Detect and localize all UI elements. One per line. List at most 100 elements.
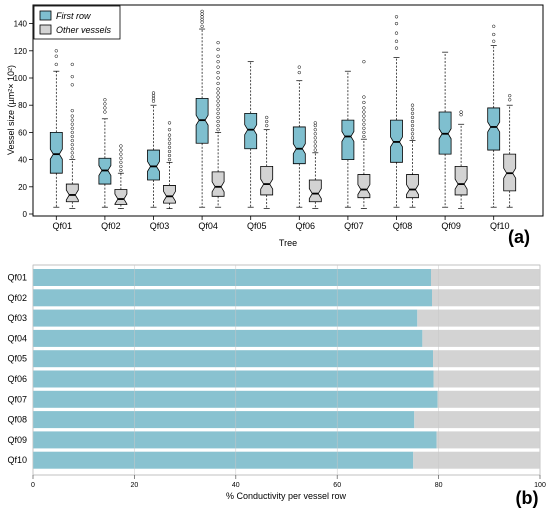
outlier-point bbox=[167, 141, 172, 145]
box-first-row-qf03 bbox=[147, 91, 160, 208]
outlier-point bbox=[70, 142, 74, 147]
panel-a-boxes bbox=[49, 9, 517, 209]
ytick-label-qf04: Qf04 bbox=[7, 333, 27, 343]
outlier-point bbox=[492, 39, 496, 43]
bar-qf01-segment-1 bbox=[430, 269, 540, 286]
outlier-point bbox=[103, 110, 107, 114]
ytick-label-qf06: Qf06 bbox=[7, 374, 27, 384]
box-body bbox=[147, 149, 160, 181]
panel-b-stacked-bar: Qf01 Qf02 Qf03 Qf04 Qf05 Qf06 Qf07 Qf08 Qf09 Qf10… bbox=[7, 264, 546, 508]
outlier-point bbox=[410, 136, 415, 140]
outlier-point bbox=[103, 98, 107, 102]
bar-qf02-segment-0 bbox=[33, 289, 433, 307]
outlier-point bbox=[200, 12, 204, 16]
outlier-point bbox=[70, 155, 74, 159]
outlier-point bbox=[151, 91, 156, 95]
outlier-point bbox=[167, 149, 172, 154]
panel-a-frame bbox=[32, 4, 544, 217]
outlier-point bbox=[167, 145, 172, 150]
box-other-vessels-qf01 bbox=[65, 62, 79, 209]
outlier-point bbox=[394, 31, 399, 35]
ytick-label-140: 140 bbox=[14, 20, 28, 29]
xtick-label-0: 0 bbox=[31, 482, 35, 489]
outlier-point bbox=[508, 94, 512, 98]
outlier-point bbox=[216, 128, 220, 132]
box-other-vessels-qf05 bbox=[260, 115, 274, 209]
outlier-point bbox=[167, 128, 172, 132]
legend-label-first-row: First row bbox=[56, 11, 91, 21]
outlier-point bbox=[362, 122, 366, 126]
outlier-point bbox=[216, 81, 220, 86]
ytick-label-0: 0 bbox=[23, 210, 28, 219]
bar-qf08-segment-1 bbox=[414, 411, 540, 429]
outlier-point bbox=[410, 115, 415, 120]
outlier-point bbox=[216, 65, 220, 69]
bar-qf04-segment-0 bbox=[33, 329, 423, 347]
outlier-point bbox=[459, 110, 463, 114]
ytick-label-20: 20 bbox=[18, 183, 27, 192]
ytick-label-qf08: Qf08 bbox=[7, 415, 27, 425]
outlier-point bbox=[313, 136, 317, 140]
bar-qf10-segment-1 bbox=[413, 451, 540, 469]
outlier-point bbox=[313, 140, 317, 144]
box-body bbox=[454, 166, 468, 196]
box-body bbox=[487, 107, 501, 151]
outlier-point bbox=[119, 156, 123, 160]
outlier-point bbox=[362, 134, 366, 139]
outlier-point bbox=[200, 24, 204, 28]
outlier-point bbox=[167, 157, 172, 162]
box-first-row-qf09 bbox=[438, 51, 452, 208]
outlier-point bbox=[119, 164, 123, 169]
panel-a-xlabel: Tree bbox=[279, 238, 297, 248]
outlier-point bbox=[297, 65, 301, 69]
outlier-point bbox=[70, 147, 74, 151]
box-other-vessels-qf06 bbox=[308, 121, 322, 209]
xtick-label-qf04: Qf04 bbox=[198, 221, 218, 231]
outlier-point bbox=[216, 87, 220, 91]
bar-qf08-segment-0 bbox=[33, 411, 415, 429]
xtick-label-qf10: Qf10 bbox=[490, 221, 510, 231]
outlier-point bbox=[119, 144, 123, 148]
outlier-point bbox=[70, 134, 74, 139]
outlier-point bbox=[362, 130, 366, 135]
outlier-point bbox=[70, 126, 74, 130]
outlier-point bbox=[119, 168, 123, 173]
outlier-point bbox=[265, 123, 269, 128]
xtick-label-qf03: Qf03 bbox=[150, 221, 170, 231]
xtick-label-40: 40 bbox=[232, 482, 240, 489]
box-body bbox=[292, 126, 306, 165]
box-first-row-qf10 bbox=[487, 24, 501, 208]
panel-a-label: (a) bbox=[508, 227, 530, 247]
outlier-point bbox=[151, 99, 156, 103]
box-body bbox=[163, 185, 176, 204]
outlier-point bbox=[216, 40, 220, 45]
outlier-point bbox=[216, 54, 220, 58]
outlier-point bbox=[394, 21, 399, 26]
outlier-point bbox=[313, 144, 317, 148]
xtick-label-100: 100 bbox=[534, 482, 546, 489]
outlier-point bbox=[297, 70, 301, 75]
box-other-vessels-qf02 bbox=[114, 144, 128, 209]
legend-swatch-other-vessels bbox=[39, 24, 52, 35]
bar-qf02-segment-1 bbox=[432, 289, 540, 307]
box-other-vessels-qf03 bbox=[163, 121, 176, 209]
box-first-row-qf07 bbox=[341, 70, 355, 208]
box-first-row-qf05 bbox=[244, 61, 258, 208]
outlier-point bbox=[362, 110, 366, 114]
ytick-label-120: 120 bbox=[14, 47, 28, 56]
outlier-point bbox=[362, 118, 366, 122]
outlier-point bbox=[200, 17, 204, 22]
ytick-label-qf09: Qf09 bbox=[7, 435, 27, 445]
outlier-point bbox=[265, 119, 269, 124]
box-body bbox=[114, 189, 128, 205]
outlier-point bbox=[167, 137, 172, 141]
box-body bbox=[211, 171, 225, 197]
outlier-point bbox=[54, 62, 58, 67]
outlier-point bbox=[492, 32, 496, 37]
bar-qf07-segment-1 bbox=[437, 390, 540, 408]
outlier-point bbox=[103, 102, 107, 106]
legend-swatch-first-row bbox=[39, 10, 52, 21]
bar-qf03-segment-0 bbox=[33, 309, 418, 327]
box-body bbox=[65, 183, 79, 203]
